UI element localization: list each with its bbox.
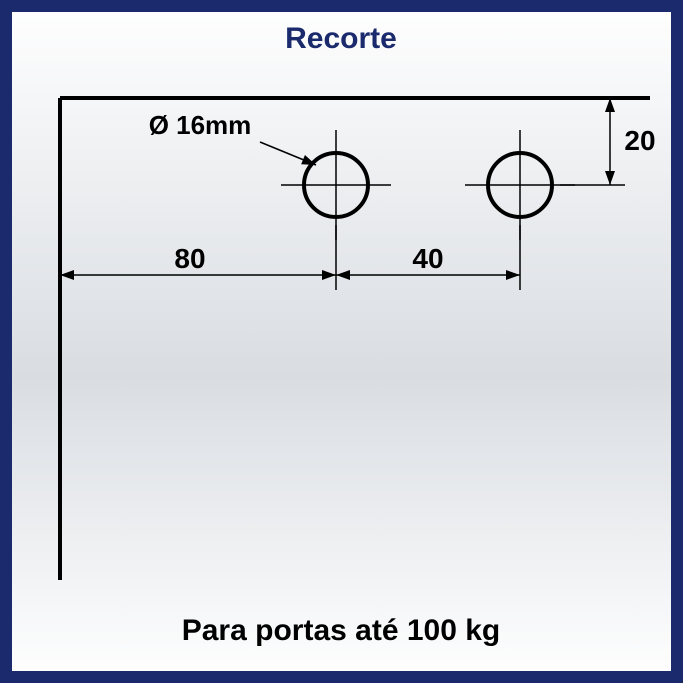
- diagram-frame: Recorte Ø 16mm 80 40 20 Para portas até 100…: [0, 0, 683, 683]
- diameter-label: Ø 16mm: [149, 110, 252, 140]
- background: [0, 0, 683, 683]
- dim-40-label: 40: [412, 243, 443, 274]
- footer-text: Para portas até 100 kg: [182, 614, 501, 647]
- dim-20-label: 20: [624, 125, 655, 156]
- diagram-svg: Recorte Ø 16mm 80 40 20 Para portas até 100…: [0, 0, 683, 683]
- dim-80-label: 80: [174, 243, 205, 274]
- title-text: Recorte: [285, 22, 397, 55]
